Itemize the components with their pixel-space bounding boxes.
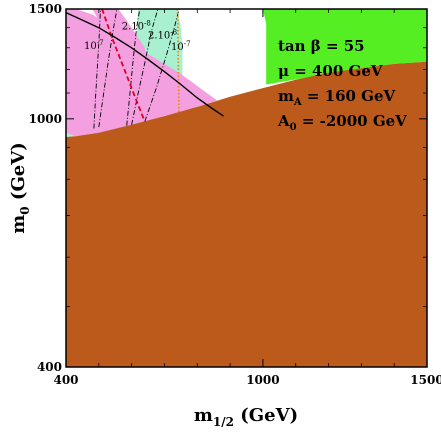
- curve-label-3: 10-7: [171, 40, 191, 53]
- y-tick-label: 400: [37, 360, 62, 374]
- curve-0: [93, 9, 101, 129]
- curve-5: [101, 9, 146, 122]
- parameter-box: tan β = 55 μ = 400 GeV mA = 160 GeV A0 =…: [277, 37, 407, 133]
- param-mu: μ = 400 GeV: [278, 62, 383, 80]
- curve-label-1: 2.10-8: [122, 20, 151, 33]
- region-excluded: [66, 61, 427, 367]
- curve-2: [131, 9, 159, 125]
- ticks-layer: 400 1000 1500 400 1000 1500: [29, 2, 441, 387]
- param-mA: mA = 160 GeV: [278, 87, 396, 108]
- y-tick-label: 1500: [29, 2, 62, 16]
- regions-layer: [66, 9, 427, 367]
- x-tick-label: 1500: [410, 373, 441, 387]
- x-tick-label: 1000: [246, 373, 279, 387]
- x-axis-title: m1/2 (GeV): [194, 405, 298, 429]
- y-tick-label: 1000: [29, 112, 62, 126]
- curve-7: [66, 11, 224, 117]
- x-tick-label: 400: [53, 373, 78, 387]
- annotations-layer: 10-72.10-82.10-810-7: [84, 20, 191, 53]
- curve-label-0: 10-7: [84, 39, 104, 52]
- region-green-allowed: [262, 9, 427, 85]
- curves-layer: [66, 9, 224, 129]
- param-A0: A0 = -2000 GeV: [277, 112, 407, 133]
- curve-label-2: 2.10-8: [148, 29, 177, 42]
- plot-frame: [65, 8, 428, 368]
- curve-1: [98, 9, 118, 128]
- curve-3: [144, 9, 180, 122]
- y-axis-title: m0 (GeV): [8, 142, 32, 234]
- param-tanbeta: tan β = 55: [278, 37, 365, 55]
- curve-6: [176, 9, 180, 114]
- curve-4: [126, 9, 141, 126]
